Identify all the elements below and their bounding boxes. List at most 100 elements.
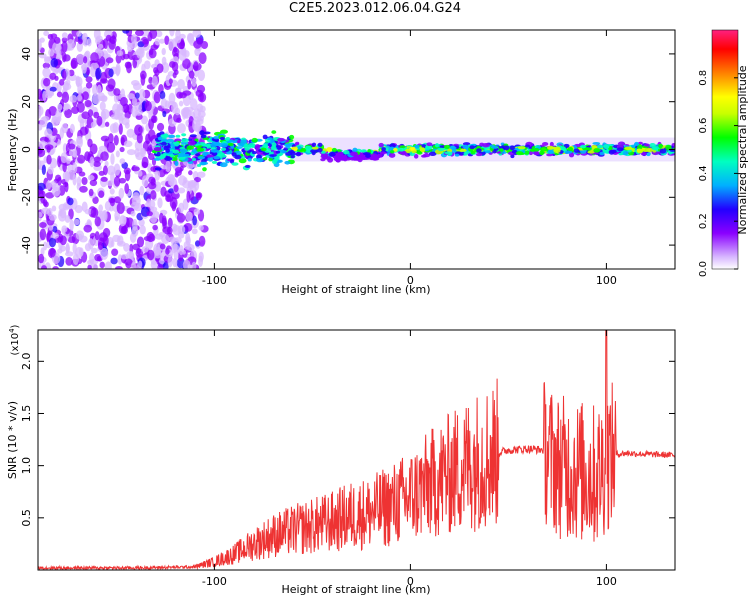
heatmap-cell (160, 141, 167, 146)
heatmap-cell (182, 58, 191, 70)
heatmap-cell (172, 72, 177, 79)
heatmap-cell (159, 243, 166, 250)
heatmap-cell (150, 115, 157, 123)
heatmap-cell (146, 211, 153, 217)
heatmap-cell (97, 43, 104, 49)
heatmap-cell (63, 181, 69, 188)
heatmap-cell (365, 154, 371, 158)
heatmap-cell (100, 135, 110, 142)
heatmap-cell (151, 206, 158, 212)
heatmap-cell (139, 88, 146, 101)
heatmap-cell (417, 151, 423, 155)
heatmap-cell (118, 177, 127, 184)
heatmap-cell (95, 67, 102, 80)
heatmap-cell (126, 251, 134, 260)
heatmap-cell (191, 228, 198, 235)
heatmap-cell (188, 70, 195, 79)
heatmap-cell (42, 90, 47, 101)
heatmap-cell (553, 148, 561, 154)
heatmap-cell (178, 245, 184, 256)
heatmap-cell (69, 95, 78, 103)
heatmap-cell (76, 41, 83, 52)
heatmap-cell (529, 148, 536, 152)
heatmap-cell (64, 215, 71, 223)
y-tick-label: 0 (20, 146, 33, 153)
heatmap-cell (165, 248, 170, 255)
heatmap-cell (102, 165, 108, 176)
heatmap-cell (77, 38, 83, 45)
heatmap-cell (50, 180, 57, 189)
heatmap-region-0 (38, 30, 209, 269)
heatmap-cell (295, 141, 300, 145)
heatmap-cell (99, 261, 105, 269)
heatmap-cell (587, 150, 595, 154)
heatmap-cell (38, 105, 44, 117)
heatmap-cell (183, 240, 191, 250)
heatmap-cell (84, 99, 92, 108)
heatmap-cell (211, 160, 218, 164)
heatmap-cell (123, 140, 133, 148)
heatmap-cell (134, 124, 143, 136)
heatmap-cell (482, 142, 490, 148)
heatmap-cell (38, 38, 42, 51)
heatmap-cell (41, 265, 47, 269)
heatmap-cell (109, 123, 118, 134)
heatmap-cell (149, 215, 158, 224)
heatmap-cell (463, 152, 468, 156)
heatmap-cell (65, 242, 70, 255)
heatmap-cell (333, 157, 340, 162)
heatmap-cell (444, 151, 453, 155)
page-title: C2E5.2023.012.06.04.G24 (288, 1, 462, 16)
heatmap-cell (158, 256, 165, 265)
heatmap-cell (47, 33, 54, 40)
heatmap-cell (62, 69, 67, 81)
colorbar: 0.0 0.2 0.4 0.6 0.8 Normalized spectral ampl… (698, 29, 749, 277)
heatmap-cell (94, 231, 100, 241)
heatmap-cell (285, 151, 293, 156)
heatmap-cell (251, 151, 257, 155)
heatmap-cell (156, 63, 164, 74)
heatmap-cell (191, 77, 197, 88)
heatmap-cell (87, 138, 93, 148)
heatmap-cell (131, 166, 140, 172)
heatmap-cell (509, 145, 515, 151)
heatmap-cell (117, 235, 124, 246)
heatmap-cell (549, 141, 554, 147)
heatmap-cell (66, 39, 75, 51)
heatmap-cell (658, 143, 663, 149)
heatmap-cell (100, 247, 109, 260)
heatmap-cell (185, 106, 194, 112)
heatmap-cell (45, 192, 55, 199)
heatmap-cell (94, 216, 101, 227)
heatmap-cell (378, 142, 384, 148)
heatmap-cell (205, 144, 212, 149)
heatmap-cell (539, 146, 548, 152)
heatmap-cell (98, 190, 105, 199)
heatmap-cell (172, 243, 180, 253)
heatmap-cell (109, 188, 115, 195)
heatmap-cell (156, 132, 161, 138)
heatmap-cell (177, 187, 186, 194)
heatmap-cell (219, 136, 226, 141)
heatmap-cell (196, 37, 204, 44)
heatmap-cell (199, 105, 206, 113)
heatmap-cell (88, 188, 94, 197)
heatmap-cell (622, 150, 629, 156)
heatmap-cell (76, 30, 82, 37)
heatmap-cell (469, 145, 475, 150)
heatmap-cell (105, 121, 110, 127)
heatmap-cell (172, 149, 180, 154)
heatmap-cell (179, 40, 185, 50)
heatmap-cell (177, 79, 185, 90)
heatmap-cell (111, 248, 119, 256)
heatmap-cell (231, 162, 239, 166)
heatmap-cell (61, 91, 70, 103)
heatmap-cell (172, 257, 178, 268)
heatmap-cell (437, 147, 445, 152)
heatmap-cell (235, 146, 243, 150)
heatmap-cell (167, 217, 173, 229)
heatmap-cell (86, 38, 92, 47)
heatmap-cell (100, 210, 107, 221)
heatmap-cell (426, 142, 433, 147)
snr-xlabel: Height of straight line (km) (281, 583, 430, 596)
